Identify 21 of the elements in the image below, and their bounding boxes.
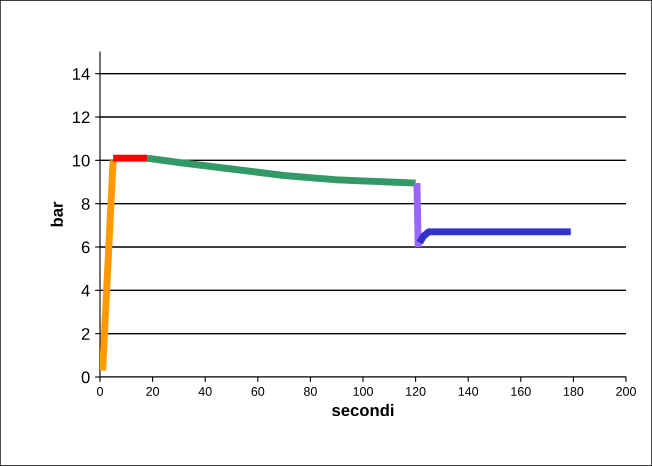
y-axis-title: bar xyxy=(50,202,63,226)
y-tick-label: 8 xyxy=(82,198,90,210)
y-tick-label: 10 xyxy=(73,154,90,167)
y-tick-label: 14 xyxy=(73,68,90,80)
x-tick-label: 160 xyxy=(511,387,531,396)
x-tick-label: 80 xyxy=(304,387,317,396)
y-tick-label: 4 xyxy=(81,284,90,296)
y-tick-label: 2 xyxy=(82,328,90,340)
x-tick-label: 100 xyxy=(354,387,373,396)
x-tick-label: 40 xyxy=(198,387,212,396)
y-tick-label: 0 xyxy=(82,371,90,384)
y-tick-label: 12 xyxy=(73,111,90,124)
x-tick-label: 60 xyxy=(251,387,264,396)
x-tick-label: 200 xyxy=(616,387,636,396)
x-tick-label: 0 xyxy=(97,387,103,396)
y-tick-label: 6 xyxy=(82,241,90,254)
x-axis-title: secondi xyxy=(332,404,394,416)
x-tick-label: 120 xyxy=(406,387,426,396)
x-tick-label: 140 xyxy=(458,387,478,396)
x-tick-label: 180 xyxy=(564,387,584,396)
x-tick-label: 20 xyxy=(146,387,160,396)
